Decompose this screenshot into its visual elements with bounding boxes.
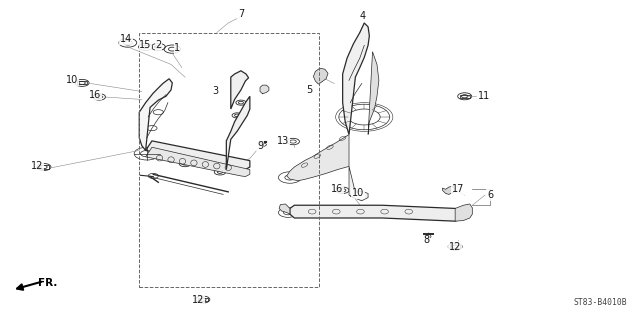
Text: 8: 8 — [424, 235, 429, 245]
Text: 2: 2 — [155, 40, 161, 50]
Bar — [197, 298, 208, 301]
Text: 5: 5 — [306, 85, 312, 95]
Polygon shape — [260, 85, 269, 94]
Polygon shape — [455, 204, 472, 221]
Polygon shape — [146, 141, 250, 170]
Text: 10: 10 — [352, 188, 364, 198]
Text: 11: 11 — [478, 91, 490, 101]
Text: 12: 12 — [449, 242, 461, 252]
Text: 10: 10 — [66, 75, 78, 85]
Polygon shape — [146, 147, 250, 177]
Text: 12: 12 — [192, 295, 204, 305]
Polygon shape — [279, 204, 290, 214]
Polygon shape — [287, 134, 349, 181]
Text: 7: 7 — [238, 9, 244, 19]
Bar — [460, 95, 469, 98]
Polygon shape — [343, 23, 369, 134]
Text: 16: 16 — [331, 184, 344, 194]
Polygon shape — [349, 166, 368, 201]
Text: 9: 9 — [257, 141, 263, 151]
Text: 13: 13 — [278, 136, 290, 146]
Text: 15: 15 — [140, 40, 152, 50]
Text: 14: 14 — [120, 34, 132, 44]
Text: 4: 4 — [360, 11, 366, 21]
Text: 1: 1 — [175, 43, 180, 53]
Polygon shape — [140, 79, 173, 150]
Text: 3: 3 — [212, 86, 218, 97]
Polygon shape — [443, 186, 455, 195]
Bar — [39, 165, 49, 169]
Polygon shape — [368, 52, 379, 134]
Text: FR.: FR. — [38, 278, 57, 288]
Polygon shape — [231, 71, 248, 109]
Text: 16: 16 — [89, 90, 101, 100]
Bar — [352, 193, 362, 196]
Text: ST83-B4010B: ST83-B4010B — [573, 298, 627, 307]
Bar — [450, 245, 461, 248]
Bar — [77, 81, 87, 84]
Polygon shape — [313, 68, 328, 84]
Text: 17: 17 — [452, 184, 464, 194]
Text: 12: 12 — [31, 161, 43, 172]
Polygon shape — [226, 96, 250, 170]
Polygon shape — [290, 205, 464, 221]
Text: 6: 6 — [487, 190, 493, 200]
